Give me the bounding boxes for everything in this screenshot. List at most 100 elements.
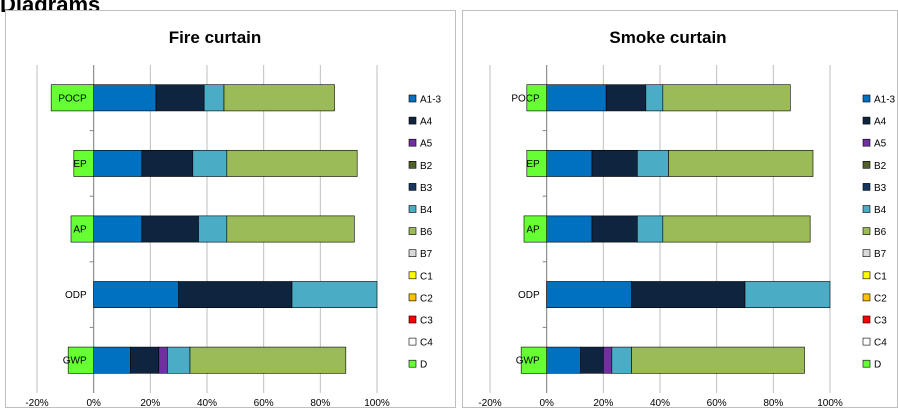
smoke-curtain-legend-label-d: D	[874, 360, 881, 371]
smoke-curtain-legend-swatch-b3	[862, 183, 871, 191]
smoke-curtain-bar-pocp-b6	[662, 84, 791, 112]
fire-curtain-legend-swatch-a4	[408, 116, 417, 125]
smoke-curtain-x-tick-label: 100%	[817, 398, 843, 407]
fire-curtain-category-label-gwp: GWP	[63, 356, 87, 367]
smoke-curtain-legend-swatch-a4	[862, 116, 871, 125]
fire-curtain-legend-swatch-b2	[408, 161, 417, 169]
fire-curtain-bar-ep-d	[73, 149, 94, 177]
fire-curtain-bar-odp-b4	[291, 281, 378, 309]
smoke-curtain-legend-swatch-c1	[862, 271, 871, 280]
smoke-curtain-bar-pocp-d	[526, 84, 547, 112]
fire-curtain-legend-label-c3: C3	[420, 316, 433, 327]
fire-curtain-bar-ep-a1-3	[93, 149, 143, 177]
smoke-curtain-legend-swatch-b7	[862, 249, 871, 257]
fire-curtain-bar-pocp-a4	[155, 84, 205, 112]
fire-curtain-bar-pocp-d	[50, 84, 94, 112]
fire-curtain-bar-ap-a4	[141, 215, 199, 243]
fire-curtain-x-tick-label: 0%	[86, 398, 101, 407]
fire-curtain-bar-ap-b6	[226, 215, 355, 243]
smoke-curtain-x-tick-label: 80%	[763, 398, 783, 407]
fire-curtain-title: Fire curtain	[169, 28, 262, 47]
fire-curtain-legend-label-a1-3: A1-3	[420, 95, 442, 106]
fire-curtain-legend-label-b3: B3	[420, 183, 433, 194]
fire-curtain-legend-label-a5: A5	[420, 139, 433, 150]
smoke-curtain-legend-swatch-b6	[862, 227, 871, 235]
fire-curtain-bar-ep-b4	[192, 149, 228, 177]
smoke-curtain-category-label-odp: ODP	[518, 290, 540, 301]
fire-curtain-chart: Fire curtain -20% 0% 20% 40% 60% 80% 100% POCP EP…	[25, 28, 442, 409]
smoke-curtain-chart: Smoke curtain -20% 0% 20% 40% 60% 80% 100% POCP E…	[478, 28, 896, 409]
smoke-curtain-legend-label-b3: B3	[874, 183, 887, 194]
smoke-curtain-bar-ep-a1-3	[546, 149, 593, 177]
smoke-curtain-title: Smoke curtain	[609, 28, 726, 47]
fire-curtain-category-label-ap: AP	[73, 225, 87, 236]
smoke-curtain-bar-odp-a1-3	[546, 281, 632, 309]
fire-curtain-legend-label-a4: A4	[420, 117, 433, 128]
smoke-curtain-bar-gwp-d	[520, 346, 547, 374]
fire-curtain-legend-swatch-b6	[408, 227, 417, 235]
fire-curtain-bar-ap-a1-3	[93, 215, 143, 243]
fire-curtain-bar-odp-a4	[178, 281, 293, 309]
smoke-curtain-x-tick-label: 20%	[593, 398, 613, 407]
fire-curtain-legend-label-c2: C2	[420, 293, 433, 304]
smoke-curtain-legend-swatch-b2	[862, 161, 871, 169]
smoke-curtain-bar-gwp-a5	[603, 346, 613, 374]
fire-curtain-bar-gwp-a1-3	[93, 346, 131, 374]
smoke-curtain-legend-label-c2: C2	[874, 293, 887, 304]
smoke-curtain-bar-odp-b4	[744, 281, 831, 309]
smoke-curtain-bar-ap-d	[523, 215, 547, 243]
smoke-curtain-legend-swatch-b4	[862, 205, 871, 213]
smoke-curtain-category-label-ep: EP	[526, 159, 540, 170]
smoke-curtain-legend-swatch-c2	[862, 293, 871, 302]
smoke-curtain-bar-ep-b4	[637, 149, 669, 177]
fire-curtain-legend-label-b7: B7	[420, 249, 433, 260]
smoke-curtain-category-label-gwp: GWP	[516, 356, 540, 367]
smoke-curtain-legend-swatch-a1-3	[862, 94, 871, 103]
smoke-curtain-legend-label-b7: B7	[874, 249, 887, 260]
fire-curtain-legend-swatch-c3	[408, 315, 417, 324]
fire-curtain-legend-swatch-a5	[408, 138, 417, 147]
fire-curtain-legend-swatch-b4	[408, 205, 417, 213]
smoke-curtain-x-tick-label: 60%	[707, 398, 727, 407]
fire-curtain-legend-label-d: D	[420, 360, 427, 371]
smoke-curtain-bar-pocp-a4	[605, 84, 647, 112]
fire-curtain-bar-ap-d	[70, 215, 94, 243]
smoke-curtain-bar-ap-a1-3	[546, 215, 593, 243]
smoke-curtain-legend-label-b2: B2	[874, 161, 887, 172]
fire-curtain-bar-pocp-b4	[203, 84, 225, 112]
fire-curtain-bar-gwp-d	[67, 346, 94, 374]
smoke-curtain-legend-label-a1-3: A1-3	[874, 95, 896, 106]
fire-curtain-legend-swatch-c1	[408, 271, 417, 280]
smoke-curtain-bar-ap-b4	[637, 215, 664, 243]
smoke-curtain-bar-gwp-a1-3	[546, 346, 581, 374]
fire-curtain-legend-label-b4: B4	[420, 205, 433, 216]
smoke-curtain-legend-swatch-c4	[862, 337, 871, 346]
fire-curtain-category-label-odp: ODP	[65, 290, 87, 301]
smoke-curtain-bar-ep-a4	[591, 149, 638, 177]
fire-curtain-x-tick-label: -20%	[25, 398, 48, 407]
fire-curtain-category-label-ep: EP	[73, 159, 87, 170]
smoke-curtain-legend-swatch-d	[862, 359, 871, 368]
smoke-curtain-chart-panel: Smoke curtain -20% 0% 20% 40% 60% 80% 100% POCP E…	[462, 10, 898, 409]
fire-curtain-bar-ep-a4	[141, 149, 194, 177]
fire-curtain-legend-label-b2: B2	[420, 161, 433, 172]
fire-curtain-x-tick-label: 60%	[254, 398, 274, 407]
fire-curtain-bar-pocp-b6	[223, 84, 335, 112]
fire-curtain-bar-ap-b4	[198, 215, 228, 243]
fire-curtain-legend-swatch-d	[408, 359, 417, 368]
fire-curtain-bar-odp-a1-3	[93, 281, 179, 309]
smoke-curtain-bar-pocp-a1-3	[546, 84, 607, 112]
fire-curtain-legend-label-b6: B6	[420, 227, 433, 238]
smoke-curtain-legend-label-a5: A5	[874, 139, 887, 150]
smoke-curtain-legend-label-c3: C3	[874, 316, 887, 327]
smoke-curtain-legend-label-c4: C4	[874, 338, 887, 349]
smoke-curtain-legend-swatch-c3	[862, 315, 871, 324]
smoke-curtain-legend-label-b6: B6	[874, 227, 887, 238]
fire-curtain-legend-swatch-b3	[408, 183, 417, 191]
fire-curtain-bar-gwp-b4	[167, 346, 191, 374]
fire-curtain-bar-gwp-a5	[158, 346, 168, 374]
smoke-curtain-legend-label-a4: A4	[874, 117, 887, 128]
smoke-curtain-legend-swatch-a5	[862, 138, 871, 147]
fire-curtain-legend-label-c1: C1	[420, 271, 433, 282]
smoke-curtain-bar-ap-a4	[591, 215, 638, 243]
